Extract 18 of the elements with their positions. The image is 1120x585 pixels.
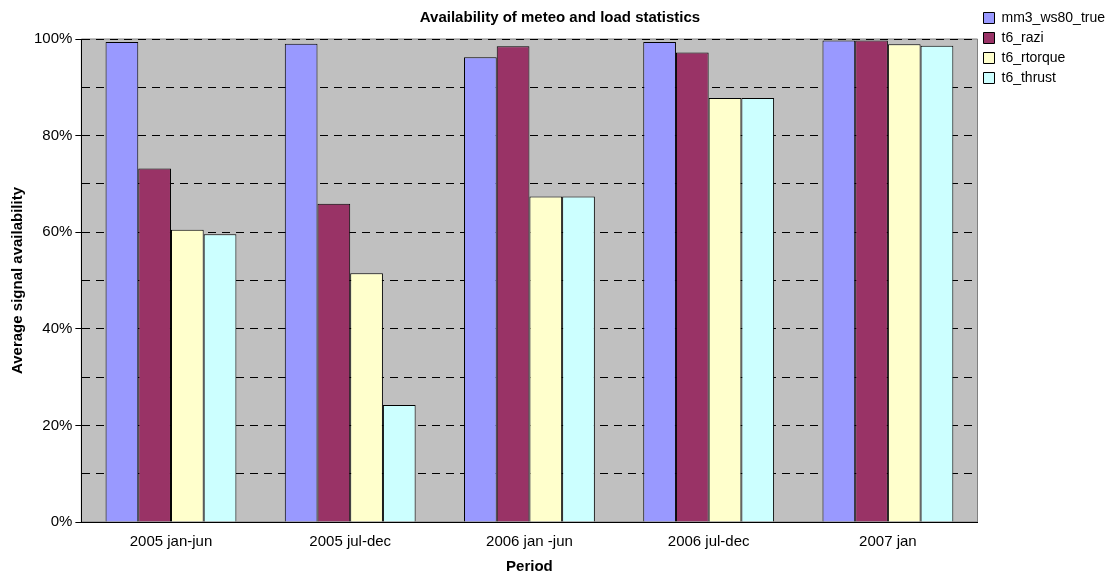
y-axis-title: Average signal availability [8, 186, 26, 375]
y-tick-label: 100% [33, 29, 73, 47]
x-tick-label: 2006 jan -jun [486, 532, 573, 550]
legend-label: t6_thrust [1001, 68, 1057, 85]
y-tick-label: 40% [42, 318, 73, 336]
y-tick-label: 60% [42, 222, 73, 240]
legend-label: t6_rtorque [1001, 48, 1066, 65]
x-tick-label: 2005 jan-jun [129, 532, 213, 550]
x-tick-label: 2005 jul-dec [309, 532, 392, 550]
y-tick-label: 0% [50, 512, 73, 530]
x-tick-label: 2006 jul-dec [667, 532, 751, 550]
legend-label: t6_razi [1001, 28, 1044, 45]
y-tick-label: 80% [42, 125, 73, 143]
y-tick-label: 20% [42, 415, 73, 433]
x-axis-title: Period [506, 557, 553, 575]
legend-label: mm3_ws80_true [1001, 8, 1106, 25]
chart-title: Availability of meteo and load statistics [419, 8, 701, 26]
x-tick-label: 2007 jan [859, 532, 917, 550]
